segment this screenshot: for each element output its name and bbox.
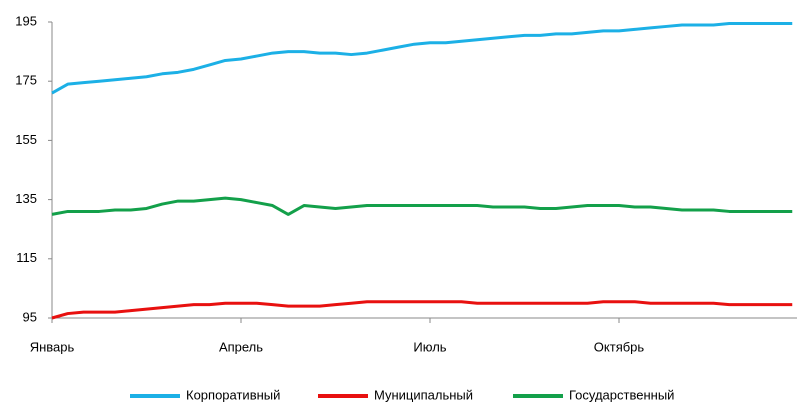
y-tick-label: 195 [15, 13, 37, 28]
y-tick-label: 135 [15, 191, 37, 206]
y-tick-label: 155 [15, 132, 37, 147]
legend-label: Муниципальный [374, 387, 473, 402]
x-tick-label: Июль [413, 339, 446, 354]
x-tick-label: Январь [30, 339, 75, 354]
y-tick-label: 115 [16, 250, 37, 265]
series-line [51, 196, 793, 216]
legend-label: Корпоративный [186, 387, 280, 402]
y-tick-label: 175 [15, 73, 37, 88]
series-line [51, 21, 793, 95]
series-line [51, 300, 793, 320]
x-tick-label: Октябрь [594, 339, 645, 354]
y-tick-label: 95 [23, 309, 37, 324]
legend-label: Государственный [569, 387, 674, 402]
x-tick-label: Апрель [219, 339, 263, 354]
